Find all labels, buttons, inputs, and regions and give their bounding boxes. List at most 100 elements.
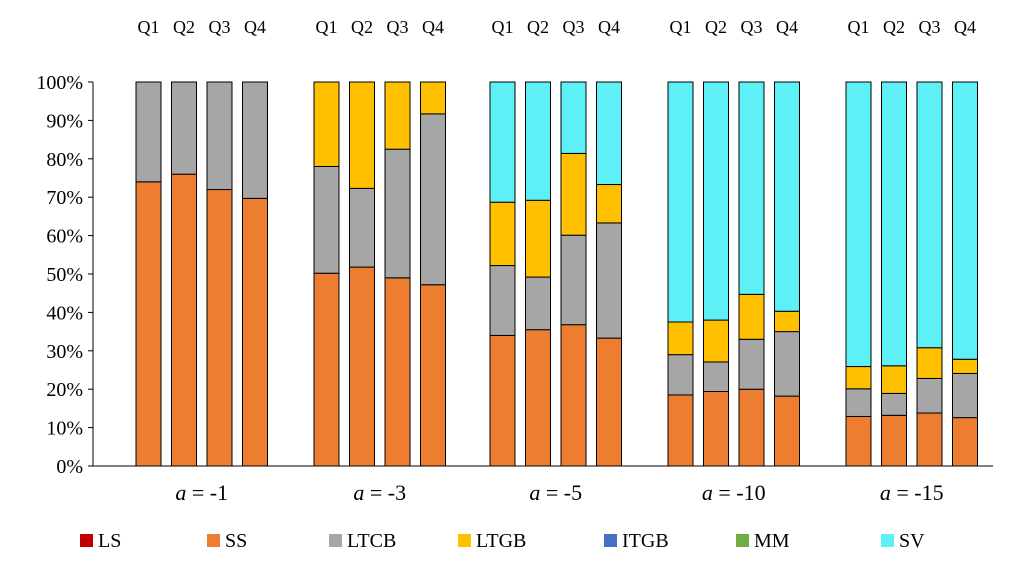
bar-segment-ltgb-g3-q4 bbox=[596, 184, 622, 224]
y-tick-label: 40% bbox=[46, 302, 83, 324]
bar-segment-ltgb-g4-q4 bbox=[774, 310, 800, 333]
quarter-label: Q3 bbox=[919, 17, 941, 37]
bar-segment-ltgb-g4-q1 bbox=[667, 321, 694, 356]
legend-swatch-ss bbox=[207, 534, 220, 547]
legend-swatch-ltcb bbox=[329, 534, 342, 547]
bar-segment-ltgb-g3-q3 bbox=[560, 152, 587, 236]
bar-segment-ss-g5-q4 bbox=[952, 417, 978, 467]
bar-segment-sv-g3-q2 bbox=[525, 81, 551, 201]
bar-segment-ltcb-g3-q2 bbox=[525, 276, 551, 331]
quarter-label: Q2 bbox=[173, 17, 195, 37]
quarter-label: Q3 bbox=[209, 17, 231, 37]
y-tick-label: 80% bbox=[46, 149, 83, 171]
y-tick-label: 90% bbox=[46, 110, 83, 132]
bar-segment-ss-g3-q4 bbox=[596, 337, 622, 467]
quarter-label: Q1 bbox=[138, 17, 160, 37]
legend-swatch-sv bbox=[881, 534, 894, 547]
bar-segment-ltcb-g3-q4 bbox=[596, 222, 622, 339]
bar-segment-sv-g4-q1 bbox=[667, 81, 694, 323]
bar-segment-ltcb-g1-q4 bbox=[242, 81, 268, 199]
bar-segment-sv-g4-q2 bbox=[703, 81, 729, 321]
bar-segment-ltcb-g2-q1 bbox=[313, 165, 340, 274]
bar-segment-ss-g4-q2 bbox=[703, 391, 729, 467]
bar-segment-ltcb-g3-q1 bbox=[489, 265, 516, 336]
legend-swatch-ls bbox=[80, 534, 93, 547]
bar-segment-ltcb-g2-q3 bbox=[384, 148, 411, 279]
bar-segment-ltcb-g4-q4 bbox=[774, 331, 800, 397]
y-tick-label: 60% bbox=[46, 226, 83, 248]
bar-segment-ltcb-g4-q1 bbox=[667, 354, 694, 396]
bar-segment-ss-g5-q1 bbox=[845, 415, 872, 467]
quarter-label: Q3 bbox=[387, 17, 409, 37]
quarter-label: Q2 bbox=[527, 17, 549, 37]
bar-segment-sv-g5-q3 bbox=[916, 81, 943, 349]
quarter-label: Q4 bbox=[422, 17, 444, 37]
bar-segment-sv-g5-q4 bbox=[952, 81, 978, 360]
bar-segment-ltcb-g5-q1 bbox=[845, 388, 872, 417]
bar-segment-ltcb-g4-q3 bbox=[738, 338, 765, 390]
bar-segment-ss-g5-q2 bbox=[881, 414, 907, 467]
legend-label-ltgb: LTGB bbox=[476, 530, 526, 552]
bar-segment-ss-g2-q4 bbox=[420, 284, 446, 467]
quarter-label: Q1 bbox=[316, 17, 338, 37]
legend-label-mm: MM bbox=[754, 530, 790, 552]
bar-segment-ltgb-g3-q1 bbox=[489, 201, 516, 267]
bar-segment-ltgb-g5-q3 bbox=[916, 347, 943, 379]
bar-segment-ss-g3-q2 bbox=[525, 329, 551, 467]
bar-segment-ss-g2-q2 bbox=[349, 266, 375, 467]
y-tick-label: 20% bbox=[46, 379, 83, 401]
bar-segment-ss-g1-q3 bbox=[206, 189, 233, 467]
y-tick-label: 10% bbox=[46, 418, 83, 440]
quarter-label: Q4 bbox=[244, 17, 266, 37]
quarter-label: Q4 bbox=[776, 17, 798, 37]
bar-segment-ltcb-g2-q4 bbox=[420, 113, 446, 286]
quarter-label: Q2 bbox=[351, 17, 373, 37]
y-tick-label: 100% bbox=[36, 72, 83, 94]
quarter-label: Q1 bbox=[670, 17, 692, 37]
labels-layer: Q1 Q2 Q3 Q4 a = -1 Q1 Q2 Q3 Q4 a = -3 Q1 Q2 Q3 Q4 a = … bbox=[138, 17, 977, 505]
group-label: a = -10 bbox=[702, 480, 766, 505]
axes-layer: 0% 10% 20% 30% 40% 50% 60% 70% 80% 90% 100% bbox=[36, 72, 993, 478]
bar-segment-sv-g3-q4 bbox=[596, 81, 622, 186]
bar-segment-ss-g4-q4 bbox=[774, 395, 800, 467]
bar-segment-ltcb-g3-q3 bbox=[560, 234, 587, 326]
quarter-label: Q3 bbox=[563, 17, 585, 37]
legend-label-ltcb: LTCB bbox=[347, 530, 396, 552]
bar-segment-sv-g5-q1 bbox=[845, 81, 872, 368]
bar-segment-ss-g4-q1 bbox=[667, 394, 694, 467]
bar-segment-ltgb-g4-q3 bbox=[738, 293, 765, 340]
quarter-label: Q2 bbox=[883, 17, 905, 37]
bar-segment-ltcb-g1-q1 bbox=[135, 81, 162, 183]
quarter-label: Q4 bbox=[954, 17, 976, 37]
group-label: a = -15 bbox=[880, 480, 944, 505]
legend-swatch-mm bbox=[736, 534, 749, 547]
bar-segment-ss-g3-q3 bbox=[560, 324, 587, 467]
y-tick-label: 0% bbox=[56, 456, 83, 478]
bar-segment-ltgb-g2-q4 bbox=[420, 81, 446, 115]
quarter-label: Q1 bbox=[848, 17, 870, 37]
quarter-label: Q2 bbox=[705, 17, 727, 37]
bars-layer bbox=[135, 81, 978, 467]
bar-segment-ltgb-g5-q2 bbox=[881, 365, 907, 394]
bar-segment-ltcb-g5-q2 bbox=[881, 392, 907, 416]
y-tick-label: 50% bbox=[46, 264, 83, 286]
bar-segment-ltcb-g2-q2 bbox=[349, 187, 375, 268]
quarter-label: Q4 bbox=[598, 17, 620, 37]
bar-segment-ltgb-g3-q2 bbox=[525, 199, 551, 278]
bar-segment-ss-g3-q1 bbox=[489, 334, 516, 467]
bar-segment-sv-g4-q4 bbox=[774, 81, 800, 312]
bar-segment-ltgb-g5-q4 bbox=[952, 358, 978, 374]
legend-swatch-ltgb bbox=[458, 534, 471, 547]
bar-segment-ss-g1-q4 bbox=[242, 197, 268, 467]
bar-segment-ss-g2-q3 bbox=[384, 277, 411, 467]
bar-segment-ltgb-g4-q2 bbox=[703, 319, 729, 363]
legend: LS SS LTCB LTGB ITGB MM SV bbox=[80, 530, 925, 552]
group-label: a = -5 bbox=[529, 480, 582, 505]
bar-segment-sv-g4-q3 bbox=[738, 81, 765, 295]
bar-segment-ltcb-g1-q2 bbox=[171, 81, 197, 175]
bar-segment-ltcb-g5-q4 bbox=[952, 372, 978, 419]
bar-segment-ss-g4-q3 bbox=[738, 388, 765, 467]
y-tick-label: 70% bbox=[46, 187, 83, 209]
bar-segment-ltgb-g2-q3 bbox=[384, 81, 411, 150]
